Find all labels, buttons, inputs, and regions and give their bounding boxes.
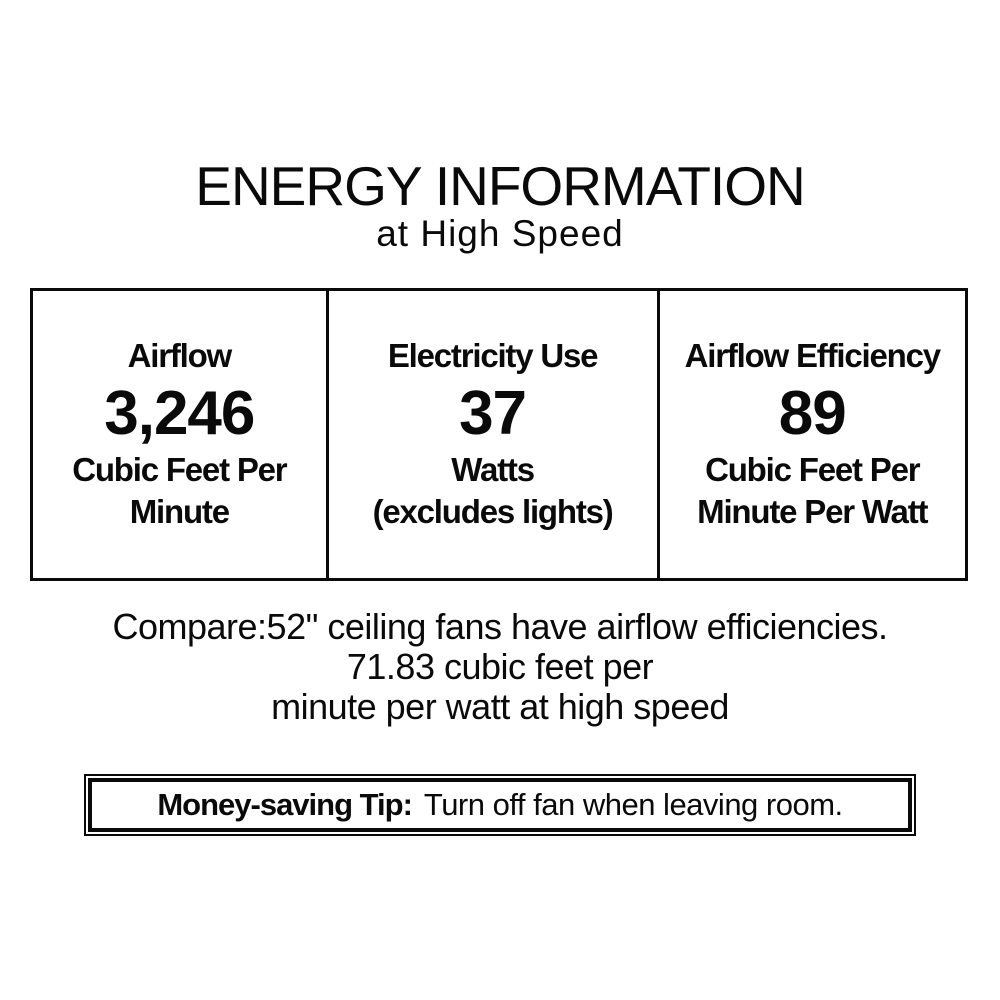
money-saving-tip-label: Money-saving Tip: <box>157 787 413 822</box>
money-saving-tip-box: Money-saving Tip: Turn off fan when leav… <box>84 774 916 836</box>
electricity-use-header: Electricity Use <box>387 336 599 374</box>
airflow-header: Airflow <box>127 336 233 374</box>
money-saving-tip-text: Turn off fan when leaving room. <box>423 787 843 822</box>
electricity-use-value: 37 <box>459 378 527 448</box>
compare-line: minute per watt at high speed <box>271 686 729 727</box>
airflow-efficiency-cell: Airflow Efficiency 89 Cubic Feet Per Min… <box>656 291 965 578</box>
airflow-efficiency-header: Airflow Efficiency <box>684 336 941 374</box>
electricity-use-unit-line: (excludes lights) <box>372 492 614 530</box>
airflow-efficiency-unit-line: Cubic Feet Per <box>705 450 920 488</box>
energy-stats-table: Airflow 3,246 Cubic Feet Per Minute Elec… <box>30 288 968 581</box>
electricity-use-unit: Watts (excludes lights) <box>372 449 614 533</box>
airflow-efficiency-unit-line: Minute Per Watt <box>697 492 928 530</box>
airflow-efficiency-unit: Cubic Feet Per Minute Per Watt <box>697 449 928 533</box>
airflow-efficiency-value: 89 <box>778 378 847 448</box>
compare-statement: Compare:52" ceiling fans have airflow ef… <box>0 607 1000 727</box>
page-title: ENERGY INFORMATION <box>195 155 805 217</box>
airflow-unit: Cubic Feet Per Minute <box>72 449 287 533</box>
electricity-use-unit-line: Watts <box>451 450 535 488</box>
airflow-unit-line: Cubic Feet Per <box>72 450 287 488</box>
subtitle: at High Speed <box>376 213 624 254</box>
electricity-use-cell: Electricity Use 37 Watts (excludes light… <box>325 291 657 578</box>
compare-line: Compare:52" ceiling fans have airflow ef… <box>112 606 888 647</box>
airflow-value: 3,246 <box>104 378 255 448</box>
compare-line: 71.83 cubic feet per <box>346 646 654 687</box>
airflow-unit-line: Minute <box>129 492 230 530</box>
airflow-cell: Airflow 3,246 Cubic Feet Per Minute <box>33 291 326 578</box>
